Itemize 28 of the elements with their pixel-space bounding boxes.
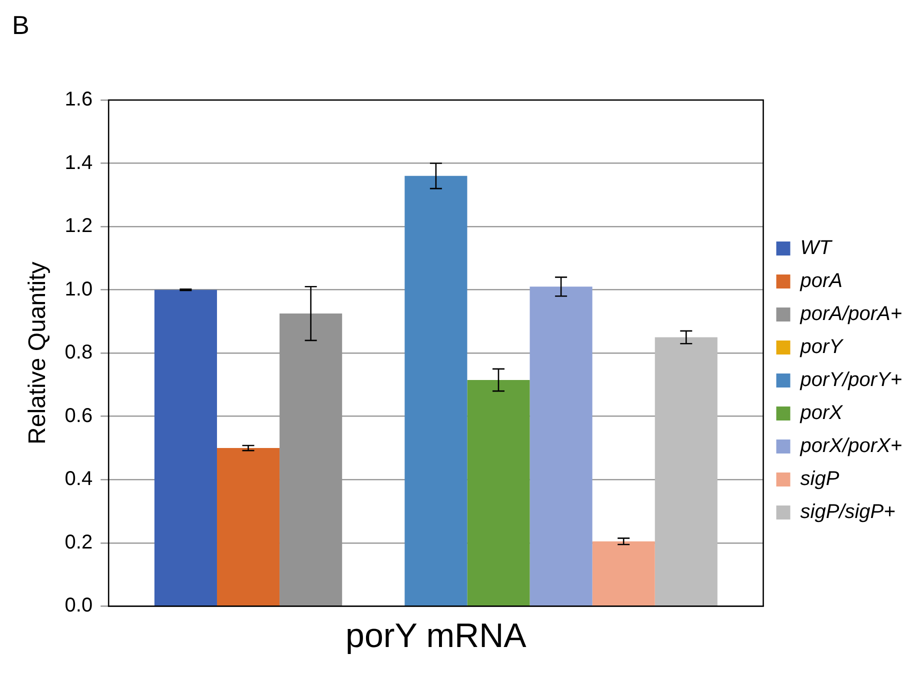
- legend-label: porY/porY+: [799, 369, 902, 392]
- bar: [467, 380, 530, 606]
- legend-label: sigP: [800, 468, 840, 490]
- legend-label: porA/porA+: [799, 303, 902, 326]
- legend-label: porX/porX+: [799, 435, 902, 458]
- bar: [530, 286, 592, 606]
- legend-label: porY: [799, 336, 844, 358]
- legend-label: WT: [800, 237, 834, 260]
- legend-label: sigP/sigP+: [800, 501, 896, 524]
- y-tick-label: 0.8: [64, 342, 93, 364]
- y-tick-label: 1.2: [64, 215, 93, 238]
- bar: [592, 541, 655, 606]
- bar: [404, 176, 468, 606]
- legend-label: porX: [799, 402, 844, 424]
- bar: [216, 448, 280, 606]
- y-tick-label: 0.4: [64, 468, 93, 490]
- y-tick-label: 1.6: [64, 88, 93, 111]
- y-tick-label: 1.0: [64, 278, 93, 300]
- y-tick-label: 0.2: [64, 531, 93, 554]
- bar: [654, 337, 718, 606]
- y-axis-title: Relative Quantity: [24, 262, 52, 444]
- y-tick-label: 0.6: [64, 404, 93, 427]
- bar: [154, 290, 217, 606]
- text: B: [12, 10, 30, 40]
- y-tick-label: 1.4: [64, 152, 93, 174]
- x-tick-label: porY mRNA: [346, 616, 527, 655]
- y-tick-label: 0.0: [64, 594, 93, 617]
- legend-label: porA: [799, 270, 843, 292]
